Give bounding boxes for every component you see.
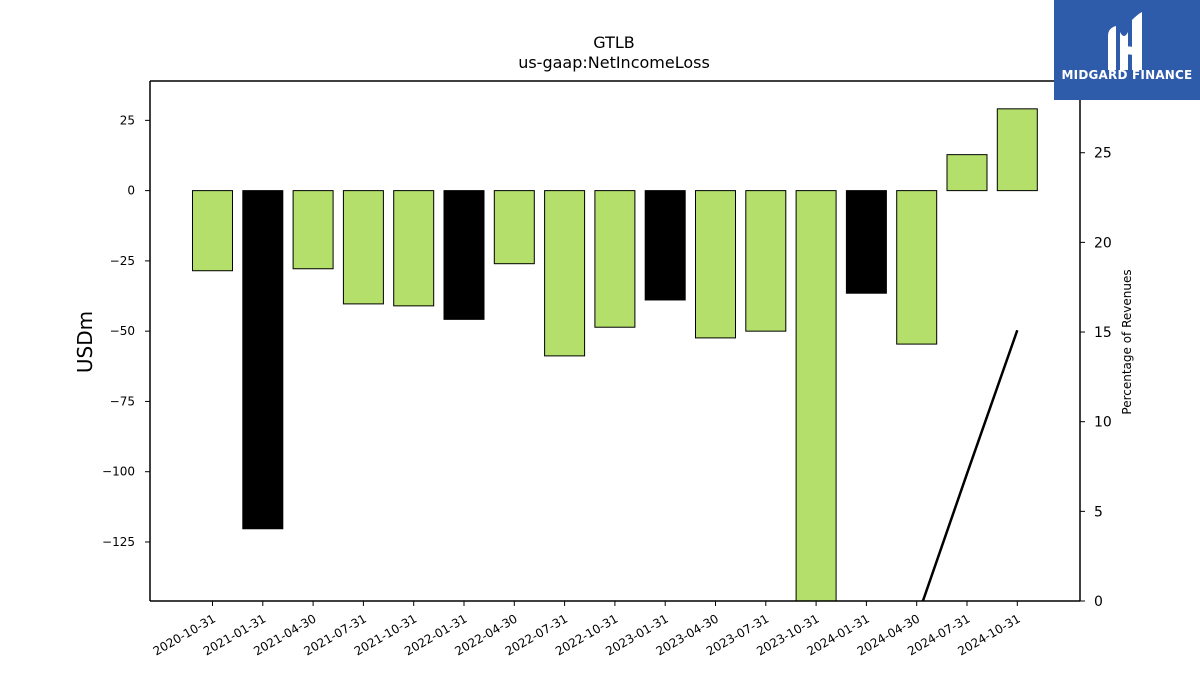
bar-2021-04-30 [292, 190, 334, 270]
bar-2021-01-31 [242, 190, 284, 530]
bar-2023-10-31 [795, 190, 837, 601]
bar-2023-07-31 [745, 190, 787, 332]
y2-tick-label: 0 [1094, 594, 1103, 610]
y2-tick-label: 20 [1094, 235, 1112, 251]
bar-2023-01-31 [644, 190, 686, 301]
bar-2024-07-31 [946, 154, 988, 192]
bar-2021-07-31 [342, 190, 384, 305]
y2-tick-label: 5 [1094, 504, 1103, 520]
y-axis-label: USDm [73, 311, 97, 373]
bar-2022-04-30 [493, 190, 535, 265]
y-tick-label: −125 [102, 535, 135, 549]
bar-2023-04-30 [695, 190, 736, 339]
y2-tick-label: 10 [1094, 415, 1112, 431]
y-tick-label: 0 [127, 184, 135, 198]
bar-2024-04-30 [896, 190, 938, 345]
y2-axis-label: Percentage of Revenues [1120, 269, 1134, 414]
chart-subtitle: us-gaap:NetIncomeLoss [518, 53, 710, 72]
bar-2020-10-31 [192, 190, 233, 272]
y-tick-label: −25 [110, 254, 135, 268]
bar-2024-10-31 [996, 108, 1038, 192]
bars-group [192, 108, 1038, 601]
logo-text: MIDGARD FINANCE [1061, 68, 1193, 82]
percentage-line [921, 329, 1019, 601]
line-group [921, 329, 1019, 601]
bar-2022-10-31 [594, 190, 636, 328]
y2-tick-label: 15 [1094, 325, 1112, 341]
mf-monogram-icon [1108, 12, 1142, 70]
chart-title: GTLB [593, 33, 635, 52]
y-tick-label: −50 [110, 324, 135, 338]
logo: MIDGARD FINANCE [1054, 0, 1200, 100]
y-tick-label: −75 [110, 394, 135, 408]
bar-2021-10-31 [393, 190, 435, 307]
bar-2022-07-31 [544, 190, 586, 357]
bar-2022-01-31 [443, 190, 485, 320]
y-tick-label: 25 [120, 113, 135, 127]
y-tick-label: −100 [102, 465, 135, 479]
bar-2024-01-31 [845, 190, 887, 294]
y2-tick-label: 25 [1094, 146, 1112, 162]
